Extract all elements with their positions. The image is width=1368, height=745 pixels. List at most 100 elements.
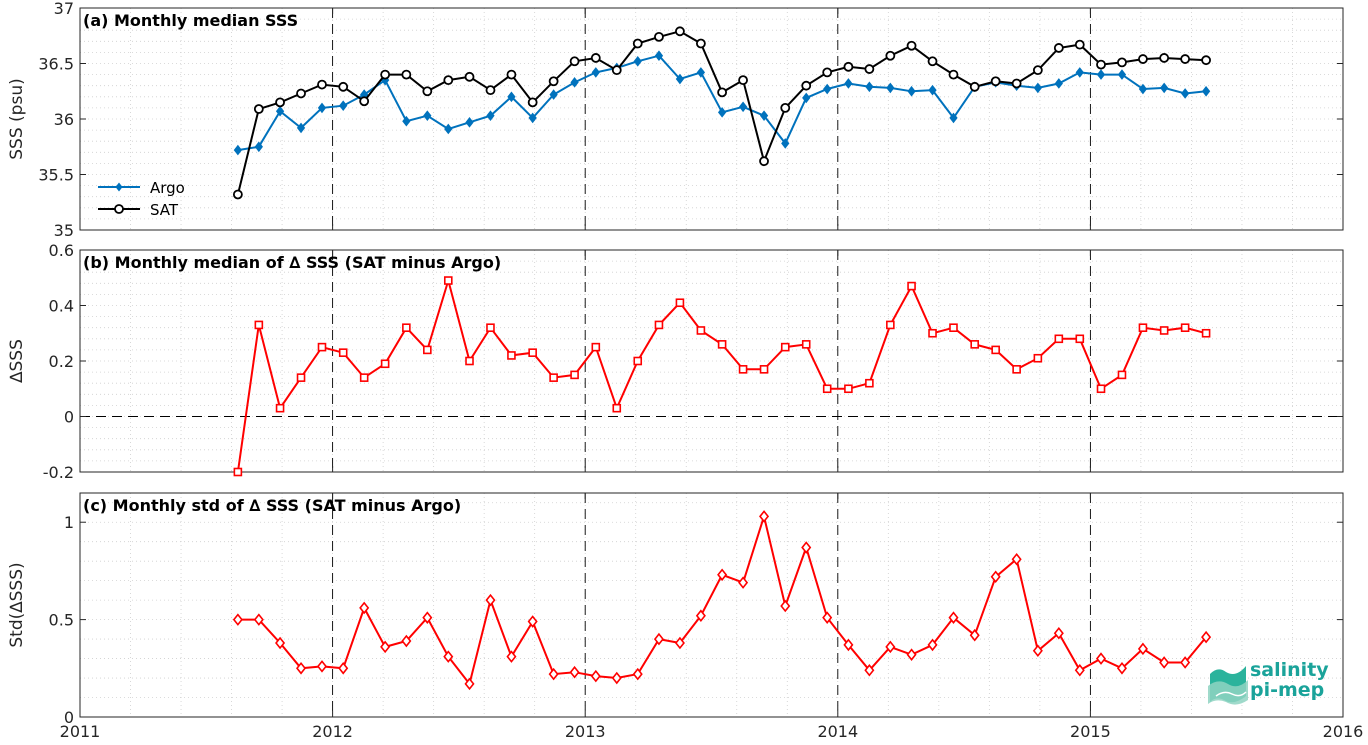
data-point bbox=[1033, 82, 1042, 94]
y-tick-label: 37 bbox=[54, 0, 74, 18]
legend-label: Argo bbox=[150, 179, 185, 197]
data-point bbox=[928, 84, 937, 96]
data-point bbox=[738, 75, 748, 86]
data-point bbox=[885, 50, 896, 61]
data-point bbox=[1180, 323, 1190, 333]
data-point bbox=[675, 73, 685, 85]
data-point bbox=[401, 69, 412, 80]
data-point bbox=[674, 636, 685, 650]
data-point bbox=[569, 665, 580, 679]
legend-marker bbox=[114, 204, 124, 214]
data-point bbox=[1096, 69, 1106, 80]
data-point bbox=[801, 340, 811, 349]
legend-label: SAT bbox=[150, 201, 179, 219]
data-point bbox=[717, 340, 727, 349]
salinity-pi-mep-logo: salinity pi-mep bbox=[1206, 656, 1356, 706]
data-point bbox=[548, 76, 559, 87]
data-point bbox=[738, 576, 749, 589]
plot-area bbox=[80, 8, 1343, 230]
data-point bbox=[506, 69, 517, 80]
plot-area bbox=[80, 493, 1343, 717]
data-point bbox=[443, 75, 454, 86]
data-point bbox=[485, 85, 496, 96]
data-point bbox=[654, 50, 664, 62]
data-point bbox=[528, 112, 537, 124]
data-point bbox=[1117, 69, 1127, 80]
data-point bbox=[906, 40, 917, 51]
data-point bbox=[864, 64, 875, 74]
data-point bbox=[1012, 365, 1021, 374]
data-point bbox=[1011, 78, 1022, 89]
legend: Argo SAT bbox=[98, 179, 185, 219]
data-point bbox=[275, 97, 285, 108]
y-axis-label: SSS (psu) bbox=[7, 78, 27, 159]
x-tick-label: 2014 bbox=[817, 722, 858, 741]
data-point bbox=[633, 356, 643, 366]
data-point bbox=[696, 326, 706, 335]
data-point bbox=[949, 112, 958, 124]
data-point bbox=[1180, 54, 1191, 64]
data-point bbox=[591, 342, 601, 352]
data-point bbox=[759, 510, 770, 523]
data-point bbox=[717, 568, 728, 582]
data-point bbox=[801, 80, 812, 91]
data-point bbox=[865, 378, 874, 388]
data-point bbox=[990, 570, 1001, 584]
data-point bbox=[570, 370, 579, 380]
logo-word-pi-mep: pi-mep bbox=[1250, 679, 1325, 701]
data-point bbox=[528, 348, 537, 357]
data-point bbox=[1201, 630, 1212, 644]
data-point bbox=[948, 611, 959, 624]
data-point bbox=[653, 632, 664, 646]
data-point bbox=[233, 144, 243, 156]
data-point bbox=[338, 662, 349, 675]
data-point bbox=[296, 662, 307, 675]
y-axis-label: Std(∆SSS) bbox=[7, 562, 27, 647]
data-point bbox=[907, 281, 916, 291]
data-point bbox=[906, 648, 917, 661]
data-point bbox=[317, 342, 327, 352]
data-point bbox=[359, 373, 369, 382]
data-point bbox=[1116, 662, 1127, 675]
wave-icon bbox=[1208, 666, 1248, 705]
data-point bbox=[591, 67, 600, 78]
data-point bbox=[486, 323, 495, 333]
data-point bbox=[1053, 43, 1064, 53]
x-tick-label: 2011 bbox=[60, 722, 101, 741]
data-point bbox=[1138, 323, 1148, 333]
data-point bbox=[696, 67, 706, 78]
data-point bbox=[1075, 67, 1084, 78]
data-point bbox=[1117, 57, 1127, 68]
data-point bbox=[1159, 656, 1170, 669]
data-point bbox=[527, 97, 538, 108]
data-point bbox=[632, 667, 643, 681]
data-point bbox=[1180, 656, 1191, 669]
data-point bbox=[802, 92, 811, 104]
data-point bbox=[253, 104, 264, 114]
data-point bbox=[444, 123, 453, 135]
data-point bbox=[612, 403, 622, 413]
y-tick-label: 1 bbox=[64, 513, 74, 532]
data-point bbox=[780, 103, 791, 113]
axes-box bbox=[79, 492, 1344, 718]
data-point bbox=[380, 640, 391, 654]
data-point bbox=[654, 320, 664, 330]
data-point bbox=[822, 611, 833, 624]
data-point bbox=[443, 276, 453, 285]
data-point bbox=[675, 26, 685, 37]
data-point bbox=[864, 663, 875, 677]
data-point bbox=[423, 345, 432, 355]
data-point bbox=[781, 138, 790, 149]
y-tick-label: 0.4 bbox=[49, 297, 74, 316]
data-point bbox=[275, 403, 285, 413]
data-point bbox=[507, 351, 516, 360]
data-point bbox=[1054, 78, 1063, 89]
data-point bbox=[402, 323, 411, 333]
data-point bbox=[822, 384, 832, 394]
data-point bbox=[886, 320, 895, 330]
data-point bbox=[506, 650, 517, 663]
data-point bbox=[1011, 552, 1022, 566]
data-point bbox=[1033, 353, 1043, 363]
legend-marker bbox=[115, 182, 123, 192]
data-point bbox=[253, 613, 264, 626]
